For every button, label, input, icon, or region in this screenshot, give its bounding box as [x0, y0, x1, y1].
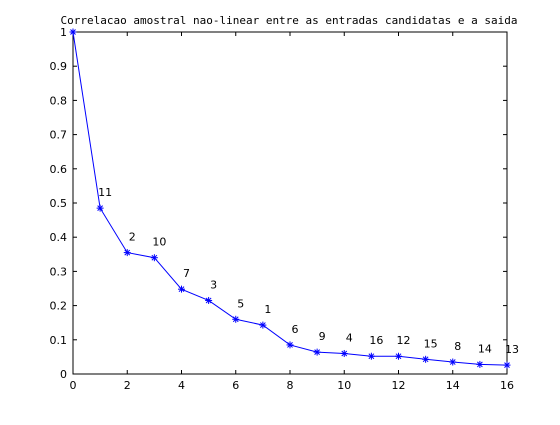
chart-title: Correlacao amostral nao-linear entre as …	[61, 14, 518, 27]
data-label: 4	[346, 331, 353, 344]
axes: 0 2 4 6 8 10 12 14 1600.10.20.30.40.50.60.70.80.…	[50, 26, 515, 392]
data-point	[178, 285, 185, 293]
x-tick-label: 0	[70, 379, 77, 392]
data-label: 16	[369, 334, 383, 347]
x-tick-label: 10	[337, 379, 351, 392]
data-point	[503, 361, 511, 369]
data-label: 15	[424, 337, 438, 350]
data-label: 1	[264, 303, 271, 316]
x-tick-label: 4	[178, 379, 185, 392]
data-label: 11	[98, 186, 112, 199]
y-tick-label: 0.5	[50, 197, 68, 210]
y-tick-label: 0.9	[50, 60, 68, 73]
plot-area	[73, 32, 507, 374]
data-point	[422, 355, 430, 363]
data-point	[69, 28, 77, 36]
y-tick-label: 0.3	[50, 265, 68, 278]
y-tick-label: 0.1	[50, 334, 68, 347]
data-point	[449, 358, 457, 366]
data-point	[259, 321, 267, 329]
data-point	[340, 349, 348, 357]
data-point	[367, 352, 375, 360]
data-label: 6	[292, 323, 299, 336]
data-label: 14	[478, 342, 492, 355]
data-point	[232, 315, 240, 323]
y-tick-label: 0.4	[50, 231, 68, 244]
y-tick-label: 0.7	[50, 129, 68, 142]
data-label: 2	[129, 231, 136, 244]
y-tick-label: 1	[60, 26, 67, 39]
data-label: 7	[183, 267, 190, 280]
y-tick-label: 0.2	[50, 300, 68, 313]
data-point	[395, 352, 402, 360]
x-tick-label: 8	[287, 379, 294, 392]
data-point	[96, 204, 104, 212]
data-label: 3	[210, 278, 217, 291]
data-point	[205, 296, 213, 304]
y-tick-label: 0.6	[50, 163, 68, 176]
data-label: 13	[505, 343, 519, 356]
x-tick-label: 12	[392, 379, 406, 392]
data-label: 9	[319, 330, 326, 343]
data-label: 5	[237, 297, 244, 310]
data-point	[150, 254, 158, 262]
y-tick-label: 0.8	[50, 94, 68, 107]
x-tick-label: 14	[446, 379, 460, 392]
x-tick-label: 6	[232, 379, 239, 392]
data-point	[286, 341, 294, 349]
data-label: 8	[454, 340, 461, 353]
data-label: 10	[152, 236, 166, 249]
y-tick-label: 0	[60, 368, 67, 381]
data-point	[476, 360, 484, 368]
data-point	[313, 348, 321, 356]
x-tick-label: 2	[124, 379, 131, 392]
x-tick-label: 16	[500, 379, 514, 392]
data-point	[123, 249, 131, 257]
data-label: 12	[397, 334, 411, 347]
